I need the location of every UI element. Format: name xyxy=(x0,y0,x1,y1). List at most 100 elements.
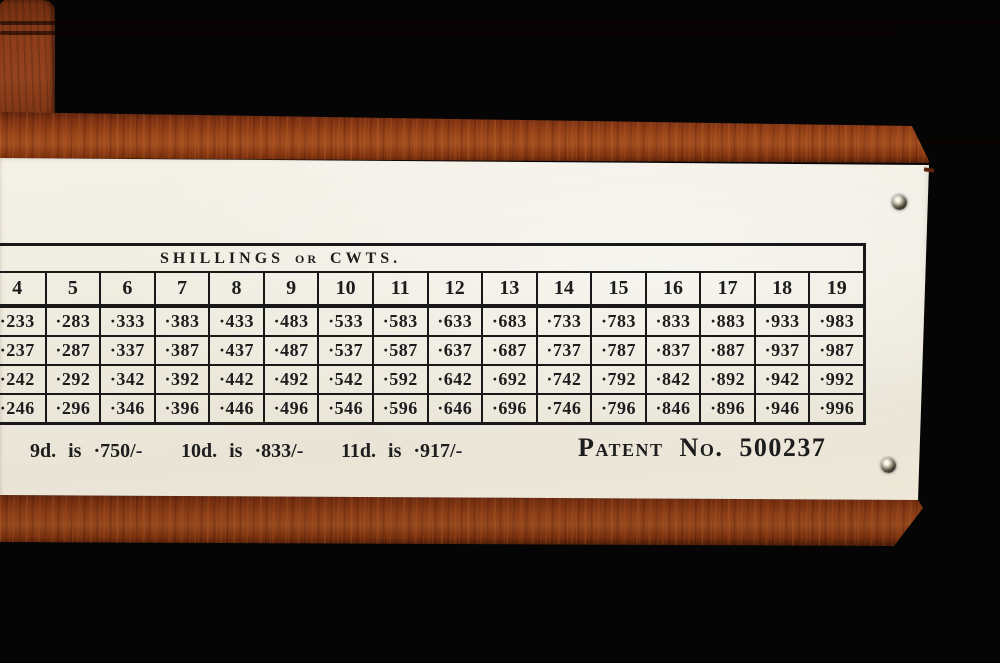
column-header-cell: 4 xyxy=(12,277,23,299)
table-cell: ·296 xyxy=(44,395,100,422)
footnote-9d: 9d. is ·750/- xyxy=(30,440,143,462)
table-cell: ·242 xyxy=(0,369,35,389)
table-row: ·242 ·292·342·392·442·492·542·592·642·692… xyxy=(0,364,863,393)
table-cell: ·842 xyxy=(644,366,700,393)
patent-number-text: Patent No. 500237 xyxy=(578,433,827,462)
table-cell: ·442 xyxy=(208,366,263,393)
table-cell: ·646 xyxy=(426,395,482,422)
footnote-10d: 10d. is ·833/- xyxy=(181,440,304,462)
table-title-right: CWTS. xyxy=(330,249,402,267)
conversion-table: SHILLINGS OR CWTS. 4 5 6 7 8 9 10 11 12 13 14 15 16 1… xyxy=(0,243,866,425)
column-header-cell: 14 xyxy=(535,273,591,304)
table-cell: ·437 xyxy=(208,337,263,364)
table-cell: ·596 xyxy=(371,395,427,422)
table-row: ·233 ·283·333·383·433·483·533·583·633·683… xyxy=(0,308,863,335)
table-cell: ·746 xyxy=(535,395,591,422)
table-cell: ·733 xyxy=(535,308,591,335)
table-cell: ·292 xyxy=(44,366,100,393)
column-header-cell: 8 xyxy=(208,273,263,304)
table-cell: ·542 xyxy=(317,366,372,393)
table-cell: ·637 xyxy=(426,337,482,364)
column-header-cell: 16 xyxy=(644,273,700,304)
table-cell: ·246 xyxy=(0,398,35,418)
table-cell: ·687 xyxy=(481,337,536,364)
table-cell: ·987 xyxy=(808,337,863,364)
column-header-cell: 7 xyxy=(153,273,209,304)
table-cell: ·546 xyxy=(317,395,372,422)
column-header-cell: 18 xyxy=(753,273,809,304)
table-cell: ·537 xyxy=(317,337,372,364)
table-cell: ·992 xyxy=(808,366,863,393)
column-header-cell: 15 xyxy=(590,273,645,304)
table-cell: ·592 xyxy=(371,366,427,393)
column-header-cell: 17 xyxy=(699,273,754,304)
wood-rail-bottom xyxy=(0,495,923,546)
table-cell: ·392 xyxy=(153,366,209,393)
table-cell: ·787 xyxy=(590,337,645,364)
table-cell: ·946 xyxy=(753,395,809,422)
table-title-or: OR xyxy=(295,252,320,266)
table-cell: ·387 xyxy=(153,337,209,364)
table-cell: ·783 xyxy=(590,308,645,335)
wood-grain-streak xyxy=(0,31,900,35)
table-row: ·237 ·287·337·387·437·487·537·587·637·687… xyxy=(0,335,863,364)
table-body: ·233 ·283·333·383·433·483·533·583·633·683… xyxy=(0,308,863,422)
table-cell: ·346 xyxy=(99,395,154,422)
table-cell: ·737 xyxy=(535,337,591,364)
table-cell: ·696 xyxy=(481,395,536,422)
table-cell: ·933 xyxy=(753,308,809,335)
column-header-cell: 6 xyxy=(99,273,154,304)
table-cell: ·492 xyxy=(262,366,318,393)
table-cell: ·896 xyxy=(699,395,754,422)
table-cell: ·287 xyxy=(44,337,100,364)
table-cell: ·233 xyxy=(0,311,35,331)
table-cell: ·837 xyxy=(644,337,700,364)
footnote-11d: 11d. is ·917/- xyxy=(341,440,463,462)
table-title-row: SHILLINGS OR CWTS. xyxy=(0,246,863,273)
table-cell: ·996 xyxy=(808,395,863,422)
table-cell: ·383 xyxy=(153,308,209,335)
table-cell: ·533 xyxy=(317,308,372,335)
table-cell: ·633 xyxy=(426,308,482,335)
table-column-header-row: 4 5 6 7 8 9 10 11 12 13 14 15 16 17 18 19 xyxy=(0,273,863,308)
table-cell: ·483 xyxy=(262,308,318,335)
screw-top-right xyxy=(892,195,907,210)
table-cell: ·337 xyxy=(99,337,154,364)
table-cell: ·792 xyxy=(590,366,645,393)
table-cell: ·983 xyxy=(808,308,863,335)
table-cell: ·342 xyxy=(99,366,154,393)
table-cell: ·587 xyxy=(371,337,427,364)
table-cell: ·742 xyxy=(535,366,591,393)
table-title-left: SHILLINGS xyxy=(160,249,285,267)
table-cell: ·583 xyxy=(371,308,427,335)
wood-grain-streak xyxy=(0,21,1000,25)
column-header-cell: 11 xyxy=(371,273,427,304)
table-cell: ·446 xyxy=(208,395,263,422)
column-header-cell: 12 xyxy=(426,273,482,304)
table-cell: ·237 xyxy=(0,340,35,360)
table-cell: ·683 xyxy=(481,308,536,335)
table-cell: ·846 xyxy=(644,395,700,422)
table-cell: ·642 xyxy=(426,366,482,393)
table-cell: ·937 xyxy=(753,337,809,364)
wood-rail-top xyxy=(0,112,930,163)
table-cell: ·496 xyxy=(262,395,318,422)
column-header-cell: 5 xyxy=(44,273,100,304)
table-cell: ·692 xyxy=(481,366,536,393)
screw-bottom-right xyxy=(881,458,896,473)
table-cell: ·433 xyxy=(208,308,263,335)
table-cell: ·887 xyxy=(699,337,754,364)
table-cell: ·796 xyxy=(590,395,645,422)
column-header-cell: 9 xyxy=(262,273,318,304)
column-header-cell: 13 xyxy=(481,273,536,304)
table-cell: ·333 xyxy=(99,308,154,335)
table-cell: ·283 xyxy=(44,308,100,335)
table-cell: ·833 xyxy=(644,308,700,335)
column-header-cell: 19 xyxy=(808,273,863,304)
table-cell: ·487 xyxy=(262,337,318,364)
column-header-cell: 10 xyxy=(317,273,372,304)
table-cell: ·396 xyxy=(153,395,209,422)
table-row: ·246 ·296·346·396·446·496·546·596·646·696… xyxy=(0,393,863,422)
table-cell: ·892 xyxy=(699,366,754,393)
